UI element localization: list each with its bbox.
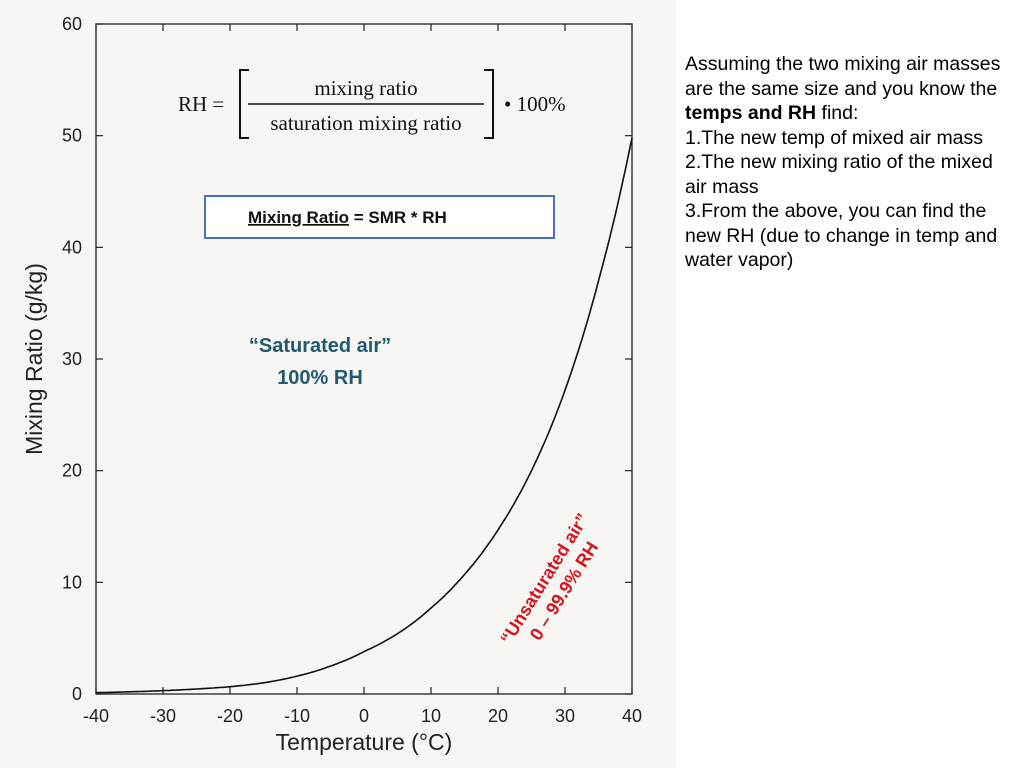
explanation-text: Assuming the two mixing air masses are t… (685, 52, 1005, 273)
y-tick-label: 40 (62, 237, 82, 257)
explanation-item-1: 1.The new temp of mixed air mass (685, 126, 984, 149)
y-tick-label: 0 (72, 684, 82, 704)
y-axis-ticks: 0 10 20 30 40 50 60 (62, 14, 632, 704)
rh-formula: RH = mixing ratio saturation mixing rati… (178, 69, 566, 139)
intro-suffix: find: (816, 102, 859, 124)
y-tick-label: 60 (62, 14, 82, 34)
chart-panel: 0 10 20 30 40 50 60 -40 -30 -20 -10 0 10 20 30 40 Temp… (0, 0, 676, 768)
y-tick-label: 50 (62, 126, 82, 146)
formula-lhs: RH = (178, 92, 224, 116)
intro-bold: temps and RH (685, 102, 817, 124)
x-tick-label: -20 (217, 706, 243, 726)
note-rest: = SMR * RH (349, 208, 447, 227)
mixing-ratio-chart: 0 10 20 30 40 50 60 -40 -30 -20 -10 0 10 20 30 40 Temp… (21, 14, 642, 755)
saturated-label: “Saturated air” (249, 335, 391, 357)
y-axis-title: Mixing Ratio (g/kg) (21, 263, 47, 455)
note-box (204, 195, 555, 239)
unsaturated-annotation: “Unsaturated air” 0 – 99.9% RH (496, 510, 602, 648)
formula-multiplier: • 100% (504, 92, 566, 116)
y-tick-label: 20 (62, 461, 82, 481)
formula-right-bracket (484, 69, 494, 139)
x-axis-title: Temperature (°C) (276, 729, 453, 755)
explanation-item-3: 3.From the above, you can find the new R… (685, 200, 998, 271)
x-tick-label: 0 (359, 706, 369, 726)
saturated-rh-label: 100% RH (277, 367, 363, 389)
x-tick-label: 20 (488, 706, 508, 726)
x-axis-ticks: -40 -30 -20 -10 0 10 20 30 40 (83, 24, 642, 726)
intro-prefix: Assuming the two mixing air masses are t… (685, 53, 1001, 100)
note-underlined: Mixing Ratio (248, 208, 349, 227)
saturation-curve (95, 137, 633, 694)
formula-denominator: saturation mixing ratio (270, 111, 461, 135)
x-tick-label: -10 (284, 706, 310, 726)
formula-numerator: mixing ratio (314, 76, 417, 100)
x-tick-label: 10 (421, 706, 441, 726)
y-tick-label: 10 (62, 572, 82, 592)
x-tick-label: 30 (555, 706, 575, 726)
x-tick-label: -40 (83, 706, 109, 726)
explanation-item-2: 2.The new mixing ratio of the mixed air … (685, 151, 993, 198)
note-box-text: Mixing Ratio = SMR * RH (248, 208, 447, 227)
x-tick-label: -30 (150, 706, 176, 726)
y-tick-label: 30 (62, 349, 82, 369)
mixing-ratio-note: Mixing Ratio = SMR * RH (204, 195, 555, 239)
formula-left-bracket (239, 69, 249, 139)
plot-frame (95, 23, 633, 695)
x-tick-label: 40 (622, 706, 642, 726)
explanation-intro: Assuming the two mixing air masses are t… (685, 52, 1005, 126)
